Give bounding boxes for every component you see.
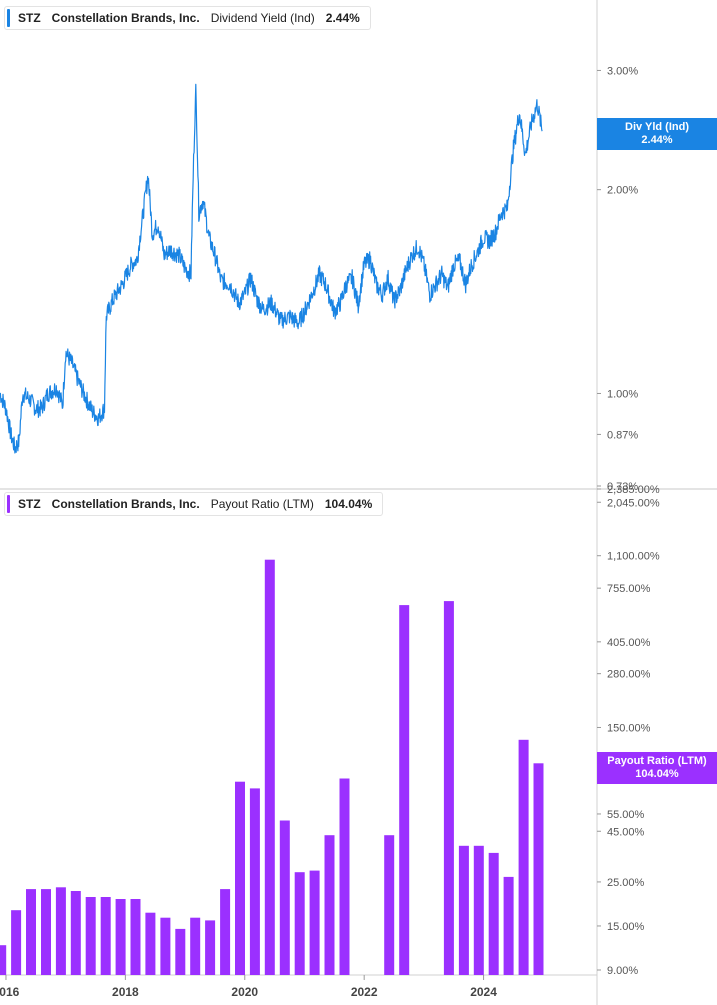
payout-tick-label: 280.00% xyxy=(607,669,651,681)
payout-bar xyxy=(100,897,111,975)
yield-tick-label: 3.00% xyxy=(607,65,638,77)
x-tick-label: 2024 xyxy=(470,985,497,999)
payout-bar xyxy=(145,912,156,975)
payout-bar xyxy=(26,889,36,975)
payout-bar xyxy=(339,778,350,975)
payout-bar xyxy=(384,835,395,975)
yield-swatch xyxy=(7,9,10,27)
payout-tick-label: 15.00% xyxy=(607,921,645,933)
payout-tick-label: 2,385.00% xyxy=(607,484,660,496)
payout-tick-label: 45.00% xyxy=(607,826,645,838)
payout-bar xyxy=(399,605,410,975)
payout-bar xyxy=(249,788,260,975)
payout-bar xyxy=(130,899,141,975)
x-tick-label: 2018 xyxy=(112,985,139,999)
payout-bar xyxy=(205,920,216,975)
yield-tick-label: 2.00% xyxy=(607,185,638,197)
payout-tick-label: 150.00% xyxy=(607,722,651,734)
top-legend: STZ Constellation Brands, Inc. Dividend … xyxy=(4,6,371,30)
payout-bar xyxy=(533,763,544,975)
payout-bar xyxy=(503,876,514,975)
bottom-legend-value: 104.04% xyxy=(324,497,373,511)
bottom-legend-ticker: STZ xyxy=(18,497,41,511)
x-tick-label: 2016 xyxy=(0,985,20,999)
payout-bar xyxy=(443,601,454,975)
payout-bar xyxy=(11,910,22,975)
payout-tick-label: 2,045.00% xyxy=(607,497,660,509)
payout-bar xyxy=(279,820,290,975)
top-legend-company: Constellation Brands, Inc. xyxy=(51,11,200,25)
payout-bar xyxy=(235,781,245,975)
yield-label-title: Div Yld (Ind) xyxy=(625,121,689,133)
payout-tick-label: 55.00% xyxy=(607,809,645,821)
payout-bar xyxy=(309,870,320,975)
bottom-legend-company: Constellation Brands, Inc. xyxy=(51,497,200,511)
payout-bar xyxy=(70,891,81,975)
payout-value-label: Payout Ratio (LTM) 104.04% xyxy=(597,752,717,784)
top-legend-value: 2.44% xyxy=(325,11,360,25)
payout-label-value: 104.04% xyxy=(635,768,679,780)
payout-bar xyxy=(220,889,231,975)
payout-bar xyxy=(0,945,7,975)
x-tick-label: 2020 xyxy=(231,985,258,999)
payout-tick-label: 1,100.00% xyxy=(607,551,660,563)
top-legend-metric: Dividend Yield (Ind) xyxy=(210,11,315,25)
payout-bar xyxy=(294,872,305,975)
payout-bar xyxy=(175,928,186,975)
payout-tick-label: 9.00% xyxy=(607,965,638,977)
bottom-legend-metric: Payout Ratio (LTM) xyxy=(210,497,314,511)
yield-tick-label: 0.73% xyxy=(607,481,638,493)
payout-bar xyxy=(55,887,66,975)
yield-tick-label: 0.87% xyxy=(607,429,638,441)
payout-bar xyxy=(488,852,499,975)
yield-series-line xyxy=(0,83,543,454)
payout-swatch xyxy=(7,495,10,513)
x-tick-label: 2022 xyxy=(351,985,378,999)
payout-bar xyxy=(41,889,51,975)
payout-bar xyxy=(473,845,484,975)
payout-tick-label: 405.00% xyxy=(607,637,651,649)
top-legend-ticker: STZ xyxy=(18,11,41,25)
payout-bar xyxy=(518,739,529,975)
bottom-legend: STZ Constellation Brands, Inc. Payout Ra… xyxy=(4,492,384,516)
payout-bar xyxy=(264,559,275,975)
payout-bar xyxy=(458,845,469,975)
payout-bar xyxy=(85,897,96,975)
payout-bar xyxy=(324,835,335,975)
payout-bar xyxy=(160,917,171,975)
payout-label-title: Payout Ratio (LTM) xyxy=(607,755,707,767)
payout-tick-label: 25.00% xyxy=(607,877,645,889)
payout-bar xyxy=(115,899,126,975)
yield-label-value: 2.44% xyxy=(641,134,673,146)
yield-tick-label: 1.00% xyxy=(607,388,638,400)
yield-value-label: Div Yld (Ind) 2.44% xyxy=(597,118,717,150)
payout-bar xyxy=(190,917,201,975)
payout-tick-label: 755.00% xyxy=(607,583,651,595)
